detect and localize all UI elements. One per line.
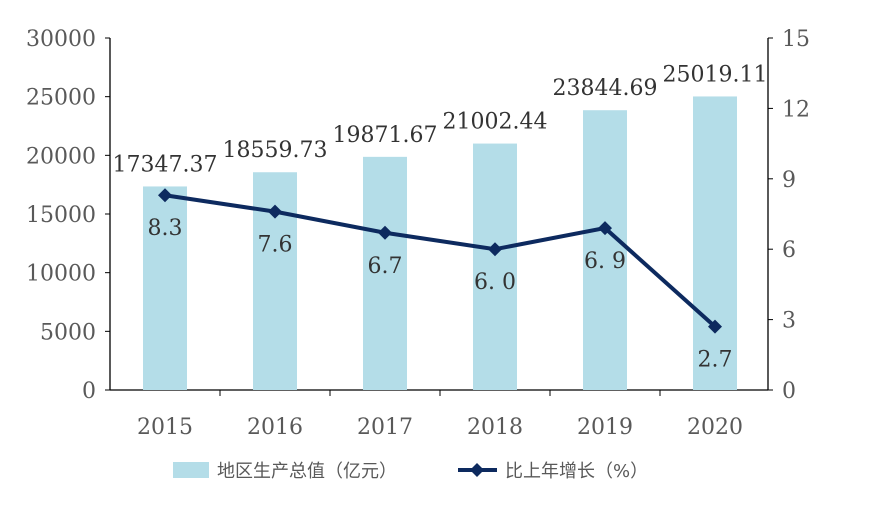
- x-tick-label: 2017: [357, 415, 413, 440]
- x-tick-label: 2018: [467, 415, 523, 440]
- legend-bar-label: 地区生产总值（亿元）: [217, 461, 397, 482]
- x-tick-label: 2019: [577, 415, 633, 440]
- bar: [143, 186, 187, 390]
- left-tick-label: 0: [82, 379, 96, 404]
- x-tick-label: 2020: [687, 415, 743, 440]
- line-point: [598, 221, 612, 236]
- bar-data-label: 21002.44: [443, 110, 548, 135]
- line-data-label: 6. 9: [584, 249, 626, 274]
- right-tick-label: 12: [782, 97, 810, 122]
- bar-data-label: 19871.67: [333, 123, 438, 148]
- left-tick-label: 15000: [26, 203, 96, 228]
- left-tick-label: 5000: [40, 320, 96, 345]
- bar-data-label: 18559.73: [223, 138, 328, 163]
- left-tick-label: 25000: [26, 86, 96, 111]
- line-data-label: 8.3: [148, 216, 183, 241]
- legend-bar-swatch: [173, 462, 209, 478]
- right-tick-label: 0: [782, 379, 796, 404]
- line-data-label: 6.7: [368, 254, 403, 279]
- x-tick-label: 2016: [247, 415, 303, 440]
- bar: [693, 96, 737, 390]
- line-data-label: 2.7: [698, 348, 733, 373]
- bar: [583, 110, 627, 391]
- legend-line-label: 比上年增长（%）: [505, 461, 648, 482]
- line-data-label: 6. 0: [474, 270, 516, 295]
- left-tick-label: 30000: [26, 27, 96, 52]
- legend-line-marker: [470, 463, 484, 477]
- line-point: [268, 204, 282, 219]
- line-point: [488, 242, 502, 257]
- bar: [363, 156, 407, 390]
- line-point: [158, 188, 172, 203]
- left-tick-label: 20000: [26, 144, 96, 169]
- x-tick-label: 2015: [137, 415, 193, 440]
- left-tick-label: 10000: [26, 262, 96, 287]
- line-data-label: 7.6: [258, 233, 293, 258]
- right-tick-label: 3: [782, 309, 796, 334]
- bar: [473, 143, 517, 390]
- line-point: [378, 225, 392, 240]
- right-tick-label: 6: [782, 238, 796, 263]
- bar-data-label: 23844.69: [553, 76, 658, 101]
- right-tick-label: 15: [782, 27, 810, 52]
- growth-line: [164, 193, 717, 329]
- line-point: [708, 319, 722, 334]
- bar-data-label: 17347.37: [113, 152, 218, 177]
- right-tick-label: 9: [782, 168, 796, 193]
- bar-data-label: 25019.11: [663, 62, 768, 87]
